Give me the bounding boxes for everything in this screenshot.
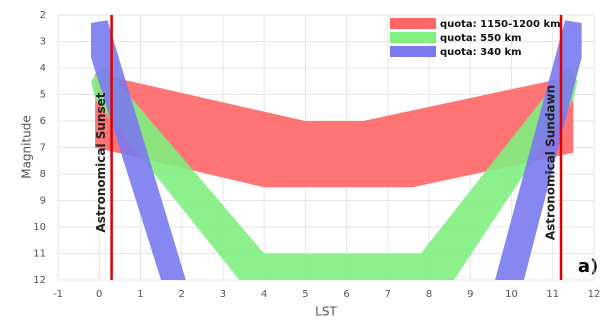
legend-swatch	[390, 18, 436, 29]
y-tick-label: 8	[40, 169, 46, 180]
vline-label: Astronomical Sunset	[94, 92, 108, 232]
y-tick-label: 12	[33, 275, 46, 286]
panel-label: a)	[578, 256, 598, 277]
y-tick-label: 11	[33, 249, 46, 260]
x-tick-label: 12	[588, 289, 601, 300]
band	[90, 20, 186, 280]
x-tick-label: 1	[137, 289, 143, 300]
x-tick-label: 10	[505, 289, 518, 300]
legend-swatch	[390, 46, 436, 57]
x-axis-label: LST	[315, 305, 337, 319]
vline-label: Astronomical Sundawn	[544, 85, 558, 240]
x-tick-label: 5	[302, 289, 308, 300]
y-tick-label: 9	[40, 196, 46, 207]
y-axis-label: Magnitude	[20, 115, 34, 179]
legend-label: quota: 1150-1200 km	[440, 19, 561, 30]
x-tick-label: 11	[546, 289, 559, 300]
y-tick-label: 5	[40, 90, 46, 101]
y-tick-label: 6	[40, 116, 46, 127]
band	[90, 65, 578, 280]
x-tick-label: 8	[426, 289, 432, 300]
x-tick-label: 6	[343, 289, 349, 300]
y-tick-label: 7	[40, 143, 46, 154]
legend-label: quota: 340 km	[440, 47, 522, 58]
x-tick-label: -1	[53, 289, 63, 300]
x-tick-label: 7	[385, 289, 391, 300]
x-tick-label: 2	[179, 289, 185, 300]
y-tick-label: 10	[33, 222, 46, 233]
plot-area	[90, 20, 582, 280]
x-tick-label: 3	[220, 289, 226, 300]
x-tick-label: 4	[261, 289, 267, 300]
x-tick-label: 9	[467, 289, 473, 300]
y-tick-label: 3	[40, 37, 46, 48]
y-tick-label: 2	[40, 10, 46, 21]
legend-label: quota: 550 km	[440, 33, 522, 44]
x-tick-label: 0	[96, 289, 102, 300]
band	[95, 73, 574, 188]
legend-swatch	[390, 32, 436, 43]
y-tick-label: 4	[40, 63, 46, 74]
